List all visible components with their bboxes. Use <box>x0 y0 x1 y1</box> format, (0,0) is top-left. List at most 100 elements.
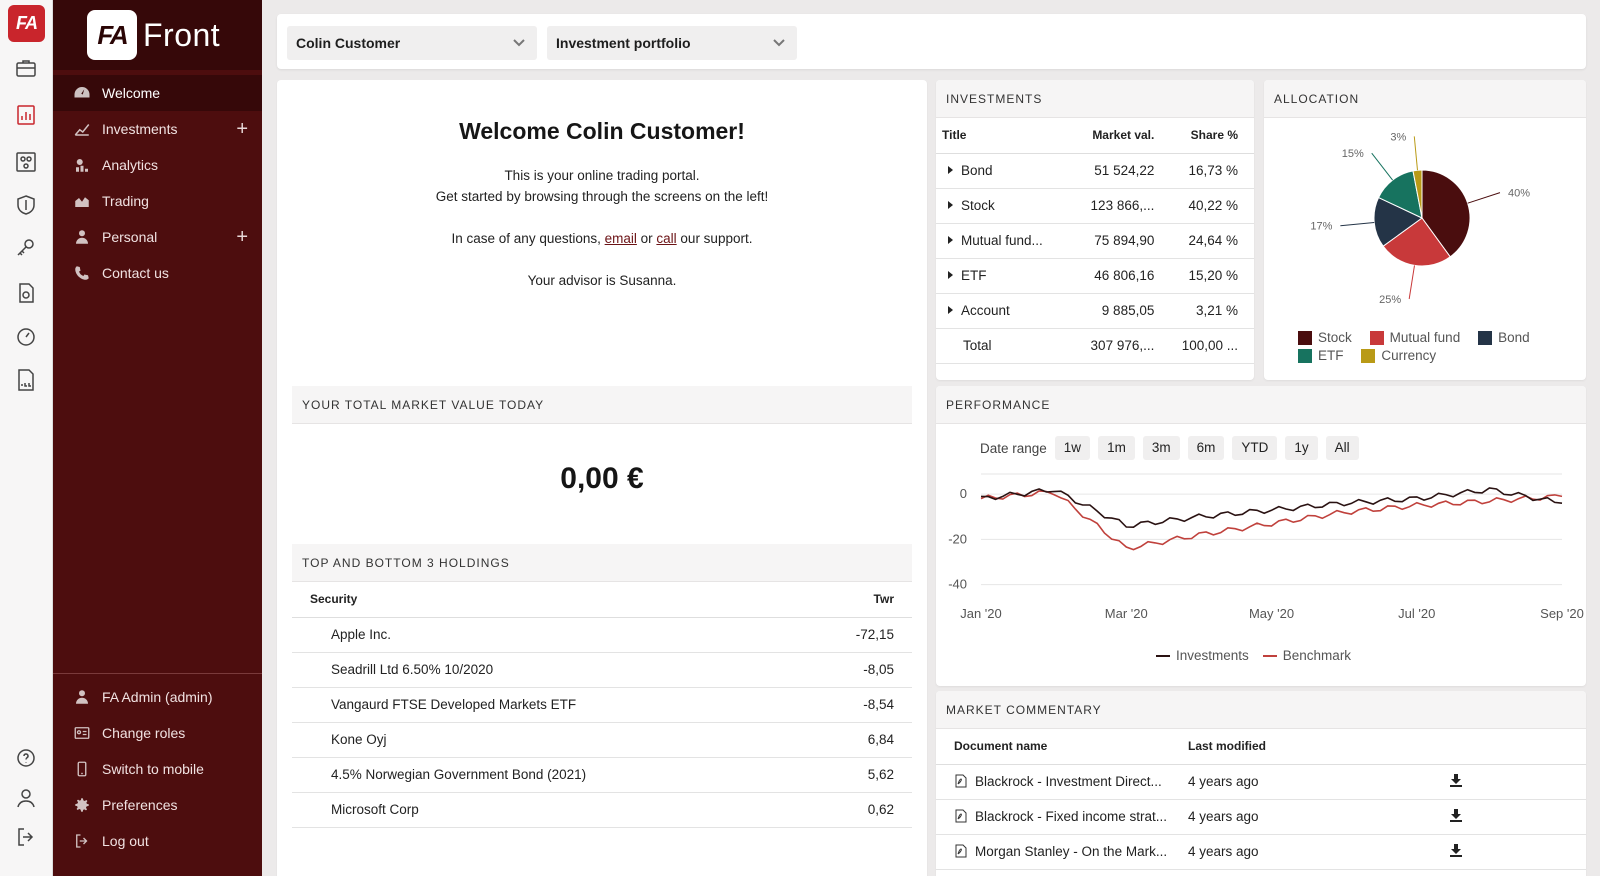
legend-label: Mutual fund <box>1389 330 1461 345</box>
shield-icon[interactable] <box>11 190 41 220</box>
legend-swatch <box>1298 331 1312 345</box>
expand-row-icon[interactable] <box>948 306 953 314</box>
advisor-text: Your advisor is Susanna. <box>527 273 677 288</box>
table-row[interactable]: Blackrock - Investment Direct... 4 years… <box>936 764 1586 800</box>
analytics-report-icon[interactable] <box>0 93 53 137</box>
allocation-legend: Stock Mutual fund Bond ETF Currency <box>1298 330 1586 366</box>
speedometer-icon[interactable] <box>11 322 41 352</box>
range-button-1m[interactable]: 1m <box>1098 436 1135 460</box>
sidebar-item-investments[interactable]: Investments + <box>53 111 262 147</box>
sidebar-item-personal[interactable]: Personal + <box>53 219 262 255</box>
sidebar-item-trading[interactable]: Trading <box>53 183 262 219</box>
download-icon[interactable] <box>1449 808 1463 822</box>
series-line-benchmark[interactable] <box>980 490 1563 551</box>
pdf-file-icon <box>955 774 967 788</box>
column-header-last-modified[interactable]: Last modified <box>1188 729 1369 765</box>
range-button-6m[interactable]: 6m <box>1187 436 1225 460</box>
sidebar-item-analytics[interactable]: Analytics <box>53 147 262 183</box>
investment-total-market: 307 976,... <box>1071 328 1163 364</box>
legend-item-benchmark[interactable]: Benchmark <box>1262 648 1352 663</box>
legend-item-etf[interactable]: ETF <box>1298 348 1344 364</box>
table-row[interactable]: Mutual fund... 75 894,90 24,64 % <box>936 223 1254 259</box>
table-row[interactable]: Kone Oyj 6,84 <box>292 722 912 758</box>
column-header-twr[interactable]: Twr <box>812 582 912 618</box>
sidebar-item-contact-us[interactable]: Contact us <box>53 255 262 291</box>
document-name[interactable]: Blackrock - Investment Direct... <box>975 774 1162 789</box>
logout-icon[interactable] <box>11 822 41 852</box>
document-name[interactable]: Morgan Stanley - On the Mark... <box>975 844 1168 859</box>
pie-leader-line <box>1408 265 1415 300</box>
expand-personal-button[interactable]: + <box>236 225 248 248</box>
table-row[interactable]: Bond 51 524,22 16,73 % <box>936 153 1254 189</box>
pie-leader-line <box>1340 222 1375 227</box>
download-icon[interactable] <box>1449 843 1463 857</box>
table-row[interactable]: Account 9 885,05 3,21 % <box>936 293 1254 329</box>
sidebar-item-change-roles[interactable]: Change roles <box>53 715 262 751</box>
table-row[interactable]: Apple Inc. -72,15 <box>292 617 912 653</box>
holdings-header-row: Security Twr <box>292 582 912 618</box>
legend-item-bond[interactable]: Bond <box>1478 330 1530 346</box>
log-file-icon[interactable] <box>11 365 41 395</box>
support-prefix: In case of any questions, <box>451 231 605 246</box>
sidebar-item-fa-admin[interactable]: FA Admin (admin) <box>53 679 262 715</box>
legend-label: Benchmark <box>1282 648 1352 663</box>
range-button-1y[interactable]: 1y <box>1285 436 1318 460</box>
legend-item-investments[interactable]: Investments <box>1156 648 1249 663</box>
briefcase-icon[interactable] <box>11 53 41 83</box>
pie-data-label: 3% <box>1390 131 1406 143</box>
expand-row-icon[interactable] <box>948 166 953 174</box>
sidebar-item-switch-to-mobile[interactable]: Switch to mobile <box>53 751 262 787</box>
document-modified: 4 years ago <box>1188 834 1369 870</box>
expand-row-icon[interactable] <box>948 236 953 244</box>
column-header-document-name[interactable]: Document name <box>936 729 1188 765</box>
series-line-investments[interactable] <box>980 487 1563 529</box>
email-link[interactable]: email <box>604 231 637 246</box>
expand-row-icon[interactable] <box>948 201 953 209</box>
table-row[interactable]: ETF 46 806,16 15,20 % <box>936 258 1254 294</box>
legend-item-mutual-fund[interactable]: Mutual fund <box>1369 330 1461 346</box>
customer-select[interactable]: Colin Customer <box>287 26 537 60</box>
sidebar-item-welcome[interactable]: Welcome <box>53 75 262 111</box>
table-row[interactable]: Blackrock - Fixed income strat... 4 year… <box>936 799 1586 835</box>
range-button-ytd[interactable]: YTD <box>1232 436 1278 460</box>
call-link[interactable]: call <box>656 231 677 246</box>
welcome-line-2: Get started by browsing through the scre… <box>435 189 769 204</box>
portfolio-select[interactable]: Investment portfolio <box>547 26 797 60</box>
legend-item-stock[interactable]: Stock <box>1298 330 1352 346</box>
table-row[interactable]: Vangaurd FTSE Developed Markets ETF -8,54 <box>292 687 912 723</box>
document-modified: 4 years ago <box>1188 799 1369 835</box>
range-button-all[interactable]: All <box>1325 436 1359 460</box>
legend-item-currency[interactable]: Currency <box>1361 348 1436 364</box>
column-header-download <box>1368 729 1586 765</box>
holdings-table: Security Twr Apple Inc. -72,15 Seadrill L… <box>292 582 912 828</box>
table-row[interactable]: Stock 123 866,... 40,22 % <box>936 188 1254 224</box>
expand-investments-button[interactable]: + <box>236 117 248 140</box>
sidebar-item-preferences[interactable]: Preferences <box>53 787 262 823</box>
expand-row-icon[interactable] <box>948 271 953 279</box>
table-row[interactable]: 4.5% Norwegian Government Bond (2021) 5,6… <box>292 757 912 793</box>
pie-slice-currency[interactable] <box>1412 169 1423 219</box>
table-row[interactable]: Microsoft Corp 0,62 <box>292 792 912 828</box>
download-icon[interactable] <box>1449 773 1463 787</box>
pie-slice-bond[interactable] <box>1373 196 1423 247</box>
user-icon[interactable] <box>11 783 41 813</box>
document-chart-icon[interactable] <box>11 278 41 308</box>
mind-map-icon[interactable] <box>11 147 41 177</box>
column-header-market-value[interactable]: Market val. <box>1071 118 1163 154</box>
column-header-title[interactable]: Title <box>936 118 1072 154</box>
key-icon[interactable] <box>11 233 41 263</box>
column-header-security[interactable]: Security <box>292 582 813 618</box>
table-row[interactable]: Morgan Stanley - On the Mark... 4 years … <box>936 834 1586 870</box>
y-tick-label: -40 <box>948 577 967 592</box>
fa-logo[interactable]: FA <box>8 5 45 42</box>
brand[interactable]: FA Front <box>53 0 262 70</box>
brand-name: Front <box>143 16 221 53</box>
pie-slice-stock[interactable] <box>1421 169 1471 258</box>
table-row[interactable]: Seadrill Ltd 6.50% 10/2020 -8,05 <box>292 652 912 688</box>
column-header-share[interactable]: Share % <box>1162 118 1254 154</box>
document-name[interactable]: Blackrock - Fixed income strat... <box>975 809 1168 824</box>
help-icon[interactable] <box>11 743 41 773</box>
sidebar-item-log-out[interactable]: Log out <box>53 823 262 859</box>
range-button-1w[interactable]: 1w <box>1054 436 1091 460</box>
range-button-3m[interactable]: 3m <box>1142 436 1180 460</box>
